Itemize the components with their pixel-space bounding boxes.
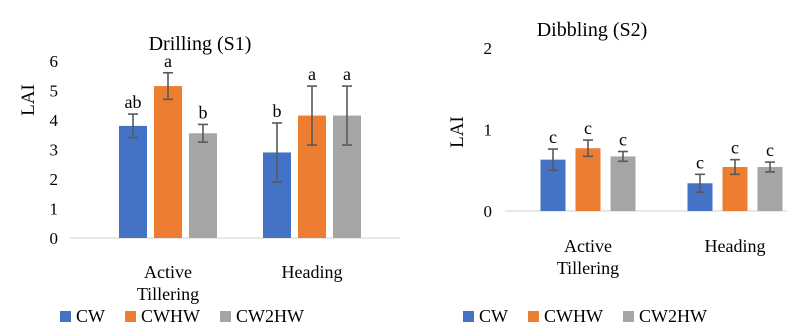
chart1-y-tick-label: 2 — [50, 170, 59, 189]
chart2-bar — [575, 148, 601, 211]
chart1-data-label: a — [343, 64, 351, 84]
chart1-legend-swatch — [219, 311, 231, 322]
chart1-y-tick-label: 4 — [50, 111, 59, 130]
chart1-y-tick-label: 0 — [50, 229, 59, 248]
chart2-legend-label: CWHW — [544, 306, 603, 326]
chart2-legend-label: CW2HW — [639, 306, 707, 326]
chart2-data-label: c — [696, 152, 704, 172]
chart2-data-label: c — [766, 140, 774, 160]
chart2-x-tick-label: Heading — [705, 236, 766, 256]
chart1-title: Drilling (S1) — [149, 33, 252, 55]
chart1-legend-label: CW — [76, 306, 105, 326]
chart1-y-tick-label: 1 — [50, 200, 59, 219]
chart2-legend-swatch — [622, 311, 634, 322]
chart2-data-label: c — [549, 127, 557, 147]
chart2-bar — [757, 166, 783, 211]
chart1-data-label: b — [199, 102, 208, 122]
chart2-legend-swatch — [528, 311, 539, 322]
chart2-title: Dibbling (S2) — [537, 19, 648, 41]
chart1-data-label: b — [273, 101, 282, 121]
chart1-bar — [189, 133, 217, 238]
chart2-x-tick-label: Tillering — [557, 258, 619, 278]
chart2-data-label: c — [619, 130, 627, 150]
chart1-legend-label: CW2HW — [236, 306, 304, 326]
chart1-legend-label: CWHW — [141, 306, 200, 326]
chart2-x-tick-label: Active — [564, 236, 612, 256]
chart2-y-tick-label: 2 — [484, 39, 493, 58]
chart1-legend-swatch — [125, 311, 136, 322]
chart2-data-label: c — [731, 138, 739, 158]
chart1-y-tick-label: 5 — [50, 82, 59, 101]
chart1-data-label: a — [308, 64, 316, 84]
chart1-y-tick-label: 3 — [50, 141, 59, 160]
chart1-bar — [154, 86, 182, 238]
chart1-data-label: a — [164, 51, 172, 71]
chart2-y-tick-label: 0 — [484, 202, 493, 221]
chart2-bar — [610, 156, 636, 211]
chart1-bar — [119, 125, 147, 238]
chart1-y-axis-label: LAI — [18, 84, 39, 116]
chart2-y-axis-label: LAI — [447, 116, 468, 148]
chart1-y-tick-label: 6 — [50, 52, 59, 71]
chart1-legend-swatch — [60, 311, 71, 322]
chart2-y-tick-label: 1 — [484, 121, 493, 140]
chart2-legend-swatch — [463, 311, 474, 322]
chart1-x-tick-label: Heading — [282, 262, 343, 282]
chart2-legend-label: CW — [479, 306, 508, 326]
chart1-data-label: ab — [125, 92, 142, 112]
chart2-data-label: c — [584, 118, 592, 138]
chart1-x-tick-label: Active — [144, 262, 192, 282]
chart1-x-tick-label: Tillering — [137, 284, 199, 304]
